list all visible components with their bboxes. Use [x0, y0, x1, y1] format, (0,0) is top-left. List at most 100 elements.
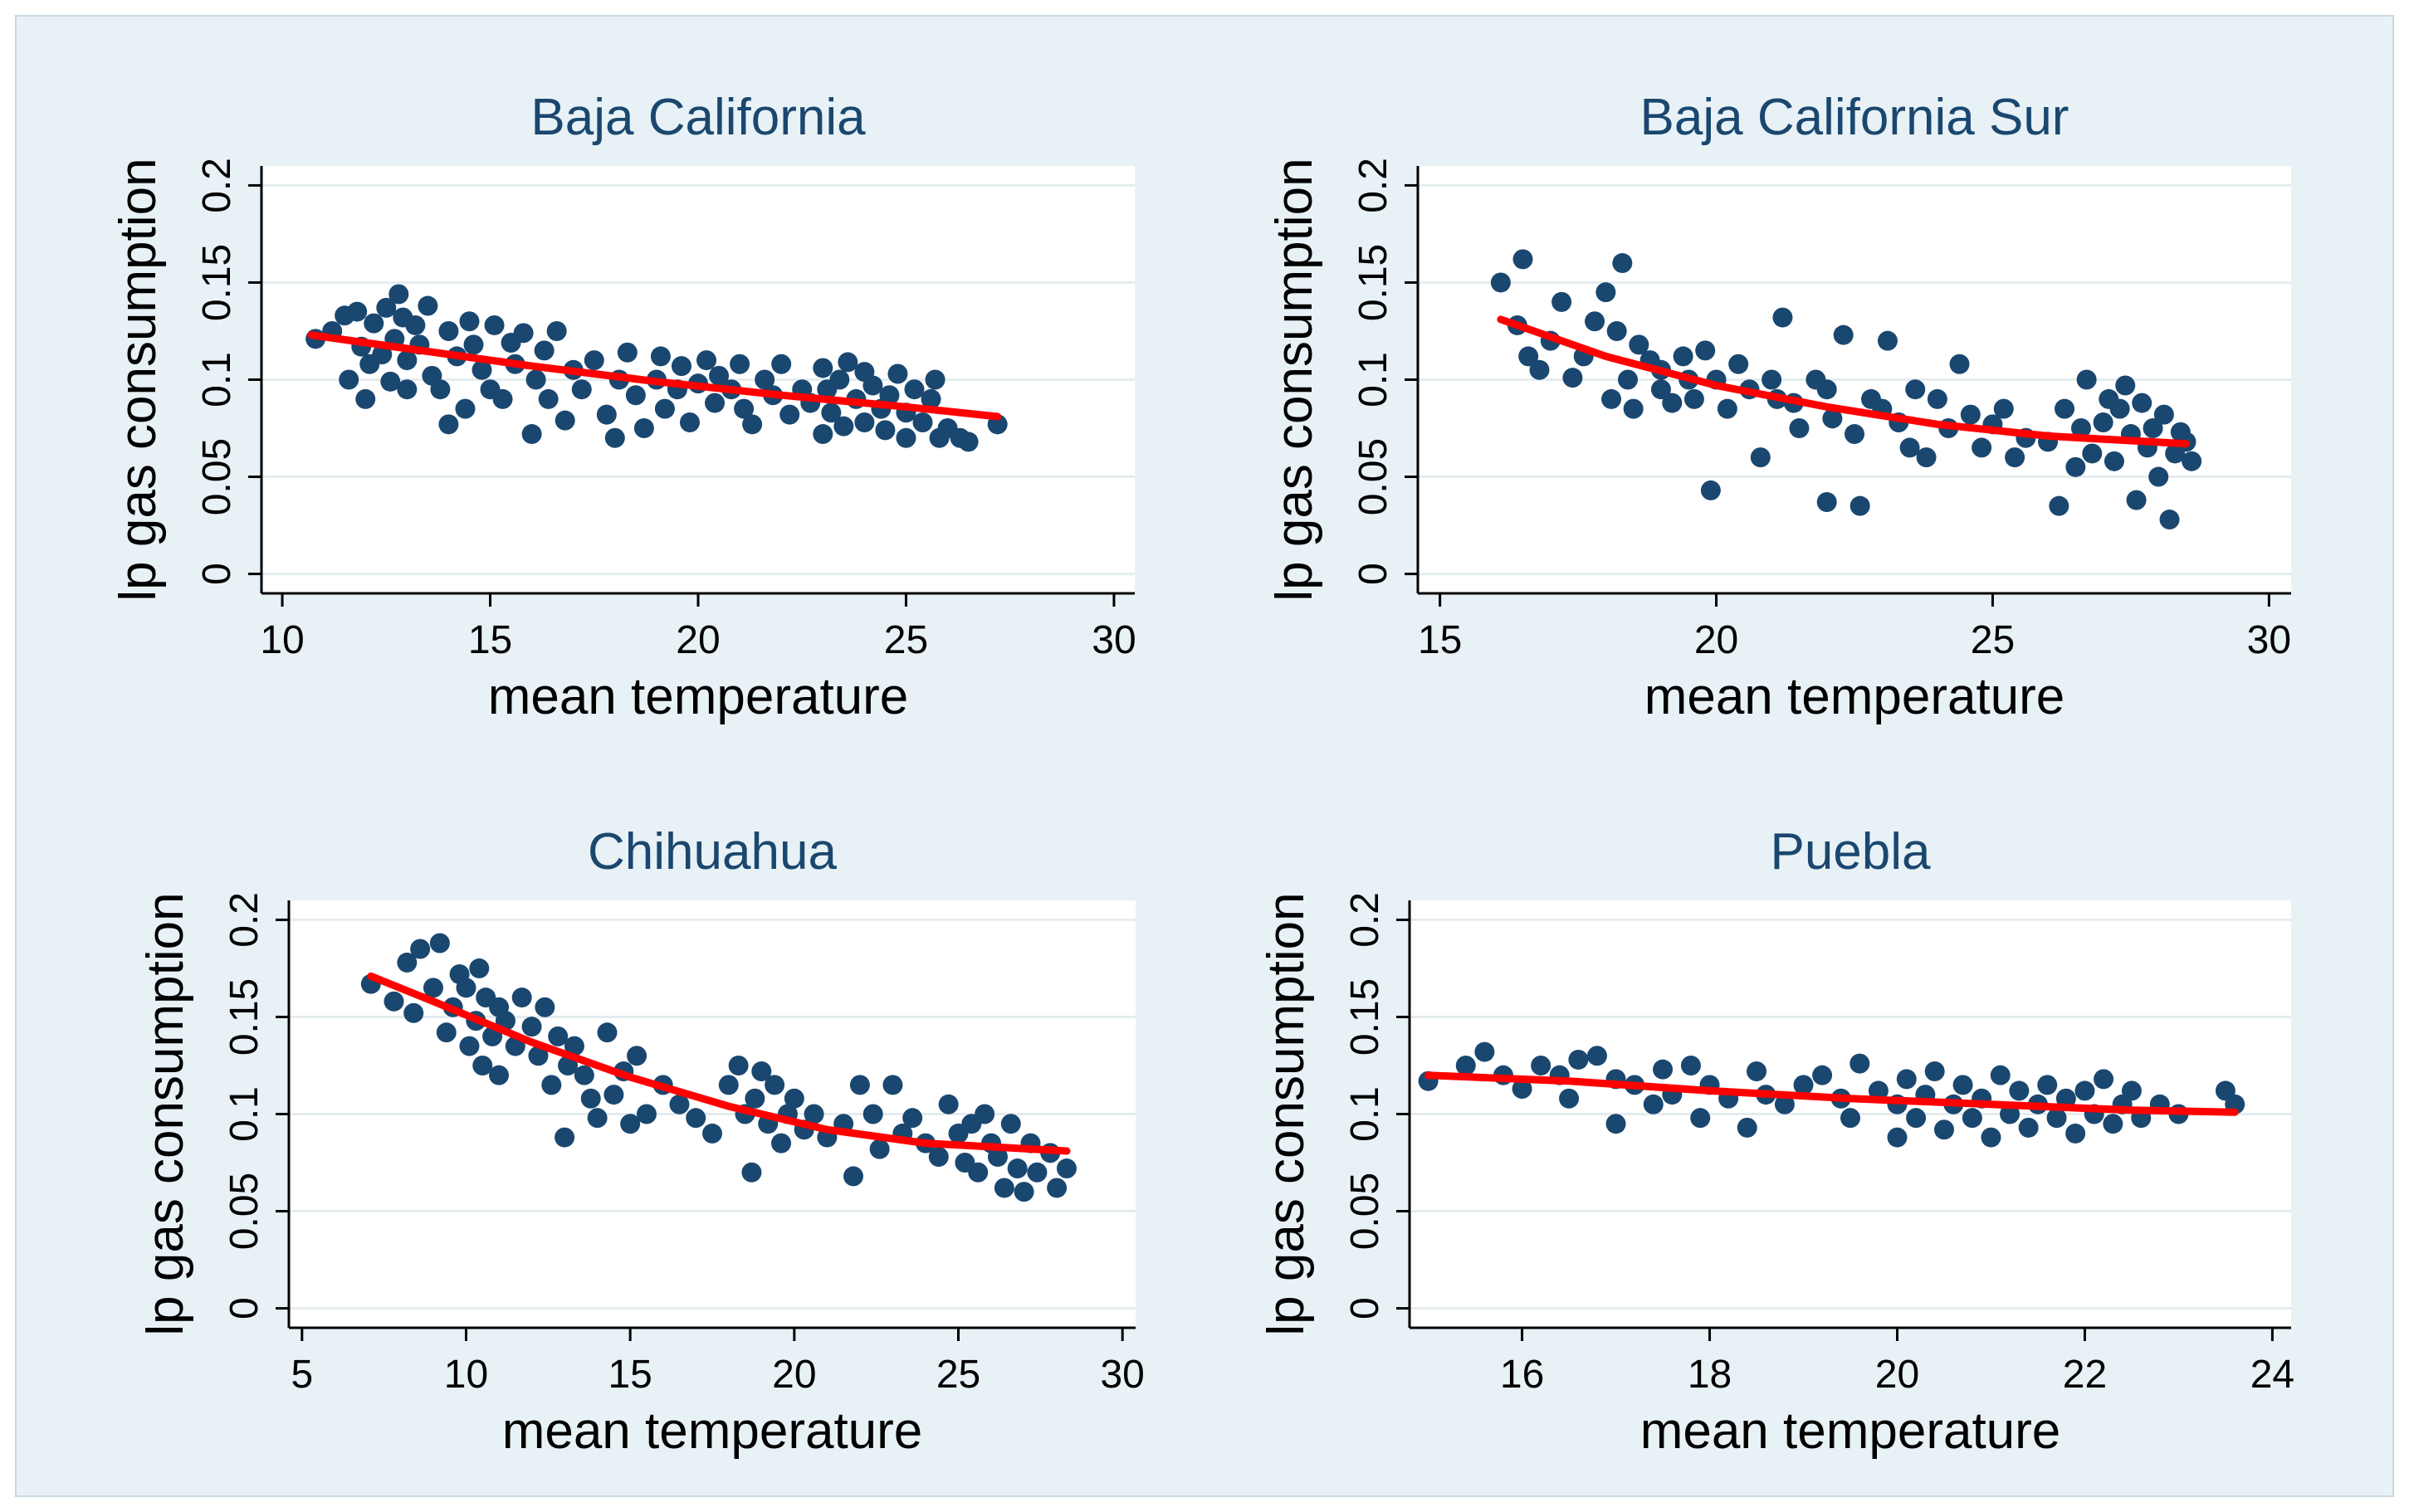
y-tick-label: 0.15	[222, 978, 266, 1056]
panel-title: Baja California Sur	[1640, 89, 2069, 146]
data-point	[548, 1026, 569, 1046]
y-tick-label: 0.05	[222, 1173, 266, 1250]
data-point	[1518, 346, 1539, 367]
data-point	[571, 379, 592, 400]
x-tick-label: 15	[1418, 618, 1462, 662]
data-point	[1933, 1119, 1954, 1140]
data-point	[1700, 480, 1721, 500]
data-point	[410, 939, 431, 959]
y-tick-label: 0.05	[1351, 438, 1395, 515]
data-point	[423, 978, 443, 998]
data-point	[1772, 307, 1793, 328]
data-point	[625, 385, 646, 406]
y-tick-label: 0.05	[195, 438, 239, 515]
data-point	[1833, 324, 1854, 345]
y-tick-label: 0.2	[1343, 892, 1387, 948]
data-point	[617, 342, 638, 363]
data-point	[603, 1085, 624, 1105]
data-point	[1601, 388, 1622, 409]
data-point	[429, 933, 450, 954]
x-tick-label: 30	[1100, 1353, 1144, 1397]
data-point	[718, 1075, 739, 1095]
data-point	[1014, 1182, 1034, 1202]
x-tick-label: 18	[1688, 1353, 1732, 1397]
data-point	[1529, 359, 1550, 380]
data-point	[418, 295, 438, 316]
data-point	[1905, 379, 1926, 400]
data-point	[587, 1108, 608, 1129]
x-tick-label: 16	[1500, 1353, 1544, 1397]
data-point	[1623, 398, 1644, 419]
data-point	[2121, 1080, 2142, 1101]
data-point	[2049, 495, 2069, 516]
figure-panel-grid: 0 0.05 0.1 0.15 0.2 10 15 20 25 30 Baja California…	[15, 15, 2394, 1497]
data-point	[355, 388, 376, 409]
data-point	[2159, 510, 2180, 530]
data-point	[702, 1123, 722, 1144]
data-point	[654, 398, 675, 419]
data-point	[1993, 398, 2014, 419]
x-axis-title: mean temperature	[502, 1402, 923, 1460]
data-point	[1605, 1114, 1626, 1134]
data-point	[1850, 495, 1870, 516]
data-point	[751, 1061, 772, 1081]
data-point	[376, 297, 397, 318]
data-point	[875, 420, 896, 441]
data-point	[2093, 412, 2113, 432]
data-point	[2046, 1108, 2067, 1129]
data-point	[1455, 1055, 1476, 1075]
panel-3: 0 0.05 0.1 0.15 0.2 5 10 15 20 25 30 Chihuahua mean …	[137, 823, 1145, 1460]
x-axis-title: mean temperature	[1640, 1402, 2061, 1460]
x-axis-title: mean temperature	[1644, 668, 2065, 725]
data-point	[546, 320, 567, 341]
data-point	[455, 398, 476, 419]
data-point	[484, 315, 505, 335]
panel-1: 0 0.05 0.1 0.15 0.2 10 15 20 25 30 Baja California…	[110, 89, 1136, 725]
data-point	[958, 432, 979, 452]
data-point	[397, 350, 418, 371]
data-point	[869, 1139, 890, 1159]
data-point	[1562, 368, 1583, 388]
data-point	[347, 301, 368, 322]
y-axis-title: lp gas consumption	[1258, 892, 1315, 1335]
data-point	[1056, 1158, 1077, 1179]
data-point	[538, 388, 559, 409]
data-point	[388, 284, 409, 305]
data-point	[862, 375, 883, 396]
x-tick-label: 20	[1694, 618, 1738, 662]
data-point	[671, 356, 691, 377]
data-point	[459, 311, 480, 332]
x-tick-label: 30	[1092, 618, 1136, 662]
data-point	[779, 404, 800, 425]
data-point	[459, 1036, 480, 1056]
data-point	[1618, 369, 1639, 390]
data-point	[734, 398, 755, 419]
data-point	[887, 363, 908, 384]
data-point	[604, 427, 625, 448]
data-point	[1551, 291, 1572, 312]
data-point	[696, 350, 717, 371]
data-point	[1924, 1061, 1945, 1081]
data-point	[987, 1147, 1008, 1167]
x-tick-label: 25	[936, 1353, 980, 1397]
data-point	[968, 1162, 989, 1183]
data-point	[709, 365, 730, 386]
data-point	[1981, 1127, 2001, 1148]
data-point	[833, 416, 854, 437]
data-point	[528, 1046, 549, 1066]
data-point	[1585, 311, 1605, 332]
y-tick-label: 0.15	[195, 244, 239, 321]
data-point	[771, 1133, 792, 1154]
data-point	[403, 1002, 424, 1023]
data-point	[2076, 369, 2097, 390]
y-tick-label: 0.2	[222, 892, 266, 948]
data-point	[2074, 1080, 2095, 1101]
data-point	[1650, 379, 1671, 400]
data-point	[1845, 424, 1864, 445]
data-point	[1512, 249, 1533, 270]
data-point	[2005, 447, 2025, 468]
data-point	[921, 388, 941, 409]
data-point	[535, 997, 555, 1017]
data-point	[1887, 1127, 1908, 1148]
data-point	[438, 320, 459, 341]
